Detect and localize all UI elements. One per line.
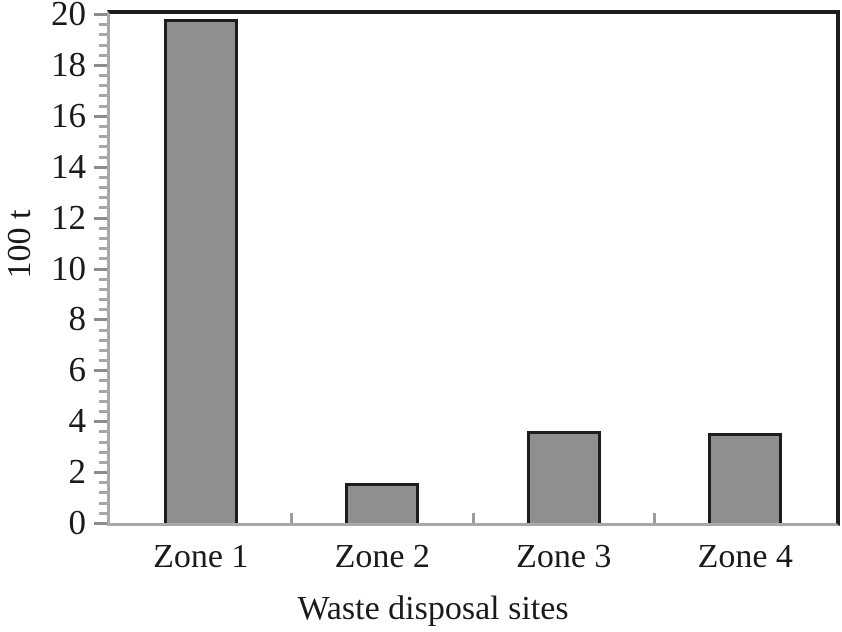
- y-axis-minor-tick: [99, 389, 107, 393]
- y-axis-minor-tick: [99, 511, 107, 515]
- x-axis-boundary-tick: [471, 513, 475, 523]
- y-axis-minor-tick: [99, 196, 107, 200]
- y-axis-minor-tick: [99, 410, 107, 414]
- y-axis-minor-tick: [99, 277, 107, 281]
- y-axis-major-tick: [94, 216, 107, 220]
- y-axis-major-tick: [94, 318, 107, 322]
- y-axis-minor-tick: [99, 308, 107, 312]
- y-axis-minor-tick: [99, 440, 107, 444]
- y-axis-tick-label: 12: [51, 197, 86, 237]
- y-axis-major-tick: [94, 63, 107, 67]
- x-category-label: Zone 2: [334, 538, 430, 575]
- x-category-label: Zone 1: [153, 538, 249, 575]
- y-axis-tick-label: 14: [51, 146, 86, 186]
- y-axis-minor-tick: [99, 206, 107, 210]
- y-axis-minor-tick: [99, 338, 107, 342]
- y-axis-major-tick: [94, 165, 107, 169]
- y-axis-minor-tick: [99, 186, 107, 190]
- y-axis-tick-label: 10: [51, 248, 86, 288]
- y-axis-minor-tick: [99, 124, 107, 128]
- y-axis-major-tick: [94, 420, 107, 424]
- x-axis-title: Waste disposal sites: [297, 590, 569, 627]
- y-axis-minor-tick: [99, 379, 107, 383]
- y-axis-minor-tick: [99, 53, 107, 57]
- y-axis-minor-tick: [99, 501, 107, 505]
- y-axis-minor-tick: [99, 236, 107, 240]
- y-axis-minor-tick: [99, 287, 107, 291]
- y-axis-minor-tick: [99, 155, 107, 159]
- y-axis-minor-tick: [99, 135, 107, 139]
- y-axis-minor-tick: [99, 247, 107, 251]
- y-axis-minor-tick: [99, 226, 107, 230]
- y-axis-major-tick: [94, 267, 107, 271]
- x-category-label: Zone 4: [697, 538, 793, 575]
- y-axis-major-tick: [94, 114, 107, 118]
- y-axis-major-tick: [94, 471, 107, 475]
- y-axis-minor-tick: [99, 94, 107, 98]
- y-axis-minor-tick: [99, 104, 107, 108]
- y-axis-tick-label: 4: [68, 401, 87, 441]
- y-axis-minor-tick: [99, 257, 107, 261]
- y-axis-tick-label: 20: [51, 0, 86, 33]
- x-axis-boundary-tick: [290, 513, 293, 523]
- y-axis-tick-label: 16: [51, 95, 86, 135]
- y-axis-minor-tick: [99, 450, 107, 454]
- y-axis-major-tick: [94, 522, 107, 525]
- y-axis-minor-tick: [99, 481, 107, 485]
- bar-zone-4: [708, 433, 783, 523]
- y-axis-minor-tick: [99, 74, 107, 78]
- y-axis-tick-label: 8: [68, 299, 87, 339]
- y-axis-minor-tick: [99, 298, 107, 302]
- y-axis-minor-tick: [99, 348, 107, 352]
- y-axis-minor-tick: [99, 145, 107, 149]
- x-axis-boundary-tick: [653, 513, 656, 523]
- y-axis-minor-tick: [99, 175, 107, 179]
- bar-zone-2: [345, 483, 420, 523]
- y-axis-tick-label: 6: [68, 350, 87, 390]
- y-axis-tick-label: 0: [68, 503, 87, 542]
- y-axis-minor-tick: [99, 399, 107, 403]
- y-axis-minor-tick: [99, 359, 107, 363]
- y-axis-minor-tick: [99, 33, 107, 37]
- bar-zone-1: [163, 18, 238, 523]
- y-axis-minor-tick: [99, 430, 107, 434]
- y-axis-minor-tick: [99, 460, 107, 464]
- bar-zone-3: [526, 430, 601, 523]
- y-axis-tick-label: 18: [51, 44, 86, 84]
- y-axis-major-tick: [94, 13, 107, 16]
- x-category-label: Zone 3: [516, 538, 612, 575]
- y-axis-minor-tick: [99, 84, 107, 88]
- y-axis-minor-tick: [99, 328, 107, 332]
- y-axis-minor-tick: [99, 491, 107, 495]
- y-axis-tick-label: 2: [68, 452, 87, 492]
- y-axis-minor-tick: [99, 43, 107, 47]
- y-axis-minor-tick: [99, 23, 107, 27]
- y-axis-major-tick: [94, 369, 107, 373]
